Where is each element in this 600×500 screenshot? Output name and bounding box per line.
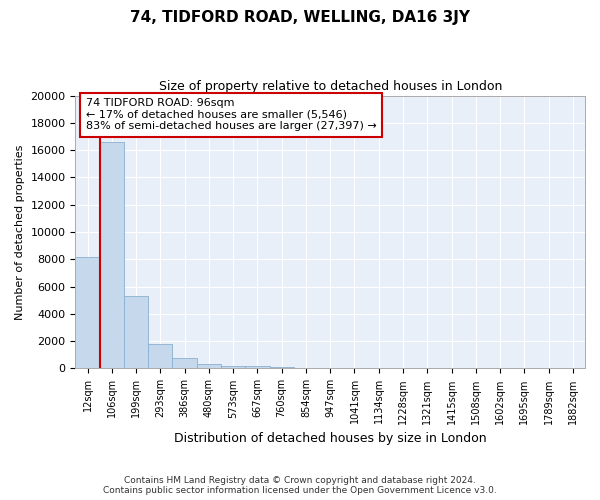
- X-axis label: Distribution of detached houses by size in London: Distribution of detached houses by size …: [174, 432, 487, 445]
- Bar: [76, 256, 100, 368]
- Text: 74 TIDFORD ROAD: 96sqm
← 17% of detached houses are smaller (5,546)
83% of semi-: 74 TIDFORD ROAD: 96sqm ← 17% of detached…: [86, 98, 376, 132]
- Y-axis label: Number of detached properties: Number of detached properties: [15, 144, 25, 320]
- Bar: [172, 358, 197, 368]
- Bar: [124, 296, 148, 368]
- Bar: [269, 367, 294, 368]
- Bar: [148, 344, 172, 368]
- Bar: [100, 142, 124, 368]
- Text: Contains HM Land Registry data © Crown copyright and database right 2024.
Contai: Contains HM Land Registry data © Crown c…: [103, 476, 497, 495]
- Bar: [245, 366, 269, 368]
- Title: Size of property relative to detached houses in London: Size of property relative to detached ho…: [158, 80, 502, 93]
- Text: 74, TIDFORD ROAD, WELLING, DA16 3JY: 74, TIDFORD ROAD, WELLING, DA16 3JY: [130, 10, 470, 25]
- Bar: [221, 366, 245, 368]
- Bar: [197, 364, 221, 368]
